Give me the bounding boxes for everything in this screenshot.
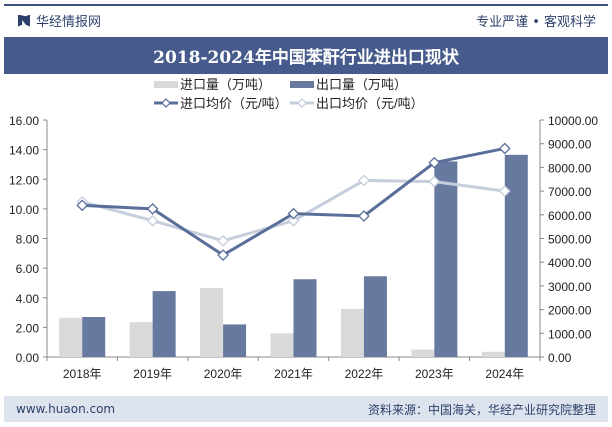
right-tick-label: 4000.00 xyxy=(548,256,592,270)
export-price-point xyxy=(217,234,229,247)
right-tick-label: 6000.00 xyxy=(548,209,592,223)
left-tick-label: 14.00 xyxy=(9,144,39,158)
left-tick-label: 12.00 xyxy=(9,173,39,187)
x-tick-label: 2018年 xyxy=(63,367,102,381)
export-price-point xyxy=(358,174,370,187)
export-bar xyxy=(223,324,247,357)
import-bar xyxy=(340,308,364,357)
import-price-point xyxy=(428,156,441,169)
import-price-point xyxy=(498,142,511,155)
import-price-point xyxy=(217,249,229,262)
import-price-point xyxy=(146,202,159,215)
right-tick-label: 0.00 xyxy=(548,351,572,365)
footer-source: 资料来源：中国海关，华经产业研究院整理 xyxy=(367,402,596,417)
export-price-point xyxy=(287,214,300,227)
legend-label: 进口均价（元/吨） xyxy=(180,96,288,111)
legend-marker-icon xyxy=(297,98,307,108)
left-tick-label: 10.00 xyxy=(9,203,39,217)
export-bar xyxy=(363,276,387,357)
footer-url[interactable]: www.huaon.com xyxy=(16,402,116,416)
right-tick-label: 2000.00 xyxy=(548,304,592,318)
left-tick-label: 4.00 xyxy=(16,292,40,306)
import-bar xyxy=(129,322,153,357)
export-price-point xyxy=(428,175,441,188)
import-bar xyxy=(59,317,83,357)
logo-icon xyxy=(18,14,30,27)
export-price-point xyxy=(146,214,159,227)
export-bar xyxy=(293,279,317,357)
chart-title: 2018-2024年中国苯酐行业进出口现状 xyxy=(4,37,608,74)
brand: 华经情报网 xyxy=(18,11,101,30)
left-tick-label: 2.00 xyxy=(16,321,40,335)
x-tick-label: 2021年 xyxy=(274,367,313,381)
x-tick-label: 2023年 xyxy=(415,367,454,381)
export-bar xyxy=(504,154,528,357)
chart: 进口量（万吨） 出口量（万吨） 进口均价（元/吨） 出口均价（元/吨） 0.00 2.00… xyxy=(9,77,598,381)
left-tick-label: 16.00 xyxy=(9,114,39,128)
legend-marker-icon xyxy=(161,98,171,108)
right-tick-label: 8000.00 xyxy=(548,161,592,175)
left-tick-label: 0.00 xyxy=(16,351,40,365)
right-tick-label: 7000.00 xyxy=(548,185,592,199)
x-tick-label: 2022年 xyxy=(345,367,384,381)
x-tick-label: 2019年 xyxy=(133,367,172,381)
right-tick-label: 10000.00 xyxy=(548,114,598,128)
x-tick-label: 2020年 xyxy=(204,367,243,381)
import-bar xyxy=(481,351,505,357)
import-price-point xyxy=(76,199,89,212)
right-tick-label: 3000.00 xyxy=(548,280,592,294)
x-tick-label: 2024年 xyxy=(485,367,524,381)
export-bar xyxy=(152,291,176,357)
brand-name: 华经情报网 xyxy=(36,15,102,30)
import-price-point xyxy=(287,207,300,220)
right-tick-label: 5000.00 xyxy=(548,233,592,247)
left-tick-label: 8.00 xyxy=(16,233,40,247)
export-price-point xyxy=(498,185,511,198)
export-bar xyxy=(82,317,106,357)
export-bar xyxy=(434,161,458,357)
right-tick-label: 9000.00 xyxy=(548,138,592,152)
slogan: 专业严谨 • 客观科学 xyxy=(476,15,596,30)
legend-label: 进口量（万吨） xyxy=(180,77,271,92)
left-tick-label: 6.00 xyxy=(16,262,40,276)
legend-swatch xyxy=(154,81,178,88)
legend-label: 出口均价（元/吨） xyxy=(316,96,424,111)
footer: www.huaon.com 资料来源：中国海关，华经产业研究院整理 xyxy=(4,396,608,422)
import-bar xyxy=(270,333,294,357)
import-bar xyxy=(200,288,224,357)
import-bar xyxy=(411,349,435,357)
legend-label: 出口量（万吨） xyxy=(316,77,407,92)
right-tick-label: 1000.00 xyxy=(548,327,592,341)
top-rule xyxy=(4,4,608,6)
legend-swatch xyxy=(290,81,314,88)
import-price-point xyxy=(358,210,370,222)
